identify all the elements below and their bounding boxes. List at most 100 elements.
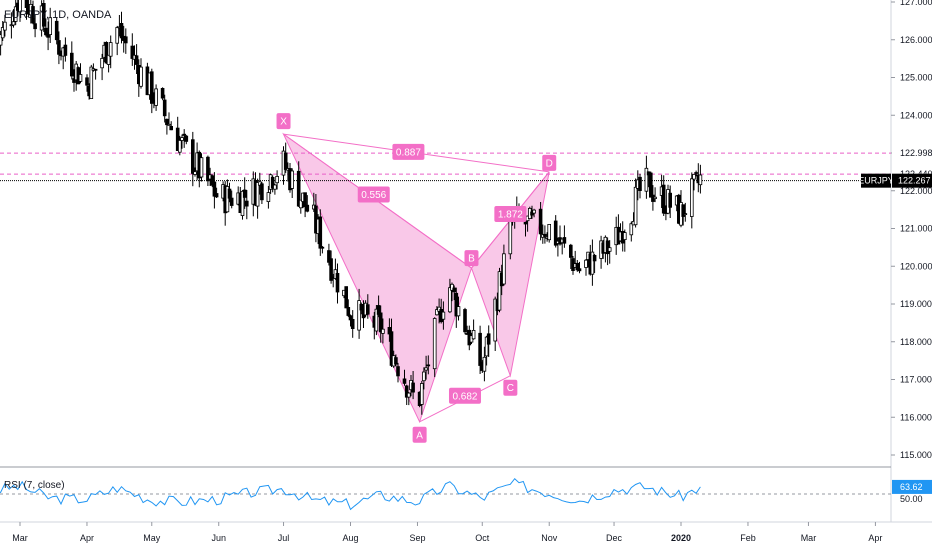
candle-body <box>298 199 303 209</box>
price-tick-label: 116.000 <box>900 412 932 422</box>
candle-body <box>584 259 588 268</box>
time-tick-label: Apr <box>868 533 882 543</box>
candle-body <box>404 385 409 398</box>
candle-body <box>644 167 649 192</box>
candle-body <box>692 173 696 180</box>
candle-body <box>357 300 361 331</box>
price-tick-label: 119.000 <box>900 299 932 309</box>
rsi-value-badge: 63.62 <box>900 482 923 492</box>
candle-body <box>649 172 653 198</box>
candle-body <box>44 27 48 36</box>
candle-body <box>590 251 595 275</box>
candle-body <box>3 21 7 31</box>
candle-body <box>100 58 104 69</box>
candle-body <box>162 99 167 117</box>
ratio-label-xa-b-bg <box>357 186 390 203</box>
price-tick-label: 127.000 <box>900 0 932 7</box>
candle-body <box>85 77 89 86</box>
candle-body <box>124 36 128 44</box>
candle-body <box>419 383 424 405</box>
candle-body <box>165 118 169 126</box>
time-tick-label: Mar <box>12 533 28 543</box>
candle-body <box>33 23 37 30</box>
candle-body <box>199 157 204 178</box>
current-price-badge-bg <box>892 173 932 188</box>
candle-body <box>255 182 260 207</box>
point-label-c-bg <box>503 379 518 396</box>
candle-body <box>698 174 703 186</box>
candle-body <box>18 0 22 13</box>
candle-body <box>441 311 446 320</box>
time-tick-label: Aug <box>342 533 358 543</box>
ratio-label-ab-c-bg <box>448 387 481 404</box>
candle-body <box>160 88 165 99</box>
candle-body <box>486 333 491 345</box>
candle-body <box>182 133 187 136</box>
candle-body <box>359 303 364 311</box>
price-axis: 115.000 116.000 117.000 118.000 119.000 120.0… <box>858 0 932 460</box>
candle-body <box>532 209 536 214</box>
candle-body <box>190 139 195 174</box>
candle-body <box>668 192 672 208</box>
time-tick-label: Apr <box>80 533 94 543</box>
candle-body <box>13 6 18 22</box>
candle-body <box>139 66 143 87</box>
candle-body <box>214 193 219 198</box>
candle-body <box>48 17 52 36</box>
candle-body <box>134 55 139 65</box>
candle-body <box>63 44 68 56</box>
candle-body <box>193 171 197 175</box>
candle-body <box>296 170 301 207</box>
candle-body <box>592 254 597 262</box>
candle-body <box>424 367 428 371</box>
candles <box>0 0 703 415</box>
point-label-a-bg <box>412 426 427 443</box>
candle-body <box>180 137 184 141</box>
candle-body <box>225 186 230 213</box>
candle-body <box>175 127 180 152</box>
candle-body <box>454 292 459 317</box>
price-tick-label: 121.000 <box>900 224 932 234</box>
candle-body <box>694 172 698 174</box>
time-axis: Mar Apr May Jun Jul Aug Sep Oct Nov Dec 2020 Feb Mar… <box>12 522 882 543</box>
candle-body <box>530 211 534 216</box>
candle-body <box>24 0 29 9</box>
point-label-a: A <box>416 430 423 441</box>
candle-body <box>240 190 245 217</box>
point-label-b-bg <box>464 250 479 267</box>
ratio-label-xa-d-bg <box>392 143 425 160</box>
candle-body <box>0 27 5 39</box>
candle-body <box>378 312 383 333</box>
candle-body <box>493 298 497 342</box>
time-tick-label: Oct <box>475 533 490 543</box>
candle-body <box>303 192 307 208</box>
candle-body <box>478 332 482 366</box>
candle-body <box>411 382 415 393</box>
candle-body <box>683 213 688 216</box>
symbol-badge: EURJPY <box>858 176 894 186</box>
candle-body <box>653 196 657 199</box>
candle-body <box>184 135 189 142</box>
time-tick-label: Jun <box>211 533 226 543</box>
candle-body <box>432 318 437 370</box>
candle-body <box>629 223 634 236</box>
candle-body <box>31 6 35 24</box>
candle-body <box>623 232 627 241</box>
candle-body <box>89 66 94 99</box>
time-tick-label: Dec <box>606 533 623 543</box>
current-price-badge: 122.267 <box>898 176 931 186</box>
time-tick-label: Jul <box>278 533 290 543</box>
ratio-label-bc-d-bg <box>494 206 527 223</box>
candle-body <box>305 204 310 212</box>
time-tick-label: Feb <box>740 533 756 543</box>
candle-body <box>108 42 113 57</box>
candle-body <box>389 331 394 366</box>
price-levels <box>0 152 891 182</box>
point-label-x: X <box>280 117 287 128</box>
candle-body <box>348 315 353 321</box>
rsi-value-badge-bg <box>892 479 932 494</box>
time-tick-label: 2020 <box>671 533 691 543</box>
candle-body <box>206 156 210 182</box>
candle-body <box>149 71 154 104</box>
